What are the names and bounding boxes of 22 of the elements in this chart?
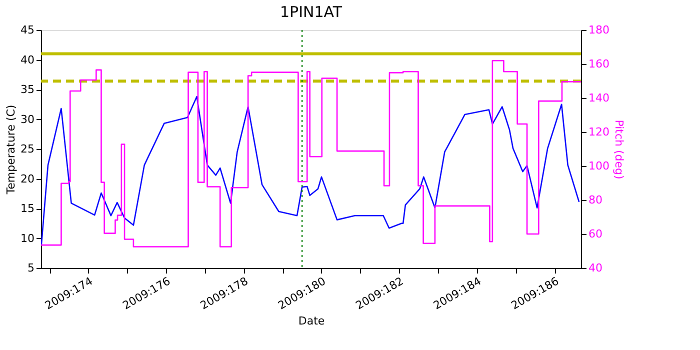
y-tick-label: 5 (28, 262, 34, 274)
y-tick-label: 15 (20, 202, 34, 215)
y2-tick-label: 180 (588, 24, 610, 36)
y2-tick-label: 160 (588, 58, 610, 70)
y-tick-label: 20 (20, 172, 34, 186)
y-tick-label: 40 (20, 53, 34, 66)
y2-tick-label: 120 (588, 126, 610, 138)
y2-axis-title: Pitch (deg) (612, 120, 626, 180)
y-tick-label: 25 (20, 142, 34, 156)
y-tick-label: 45 (20, 24, 34, 36)
chart-title: 1PIN1AT (280, 3, 343, 21)
y-tick-label: 10 (20, 232, 34, 245)
line-series (41, 96, 580, 246)
y2-tick-label: 80 (588, 194, 602, 206)
y2-tick-label: 100 (588, 160, 610, 172)
y2-tick-label: 60 (588, 228, 602, 240)
y2-tick-label: 40 (588, 262, 602, 274)
y2-tick-label: 140 (588, 92, 610, 104)
y-tick-label: 30 (20, 112, 34, 126)
y-tick-label: 35 (20, 83, 34, 96)
y-axis-title: Temperature (C) (4, 104, 18, 196)
x-axis-title: Date (298, 314, 325, 328)
